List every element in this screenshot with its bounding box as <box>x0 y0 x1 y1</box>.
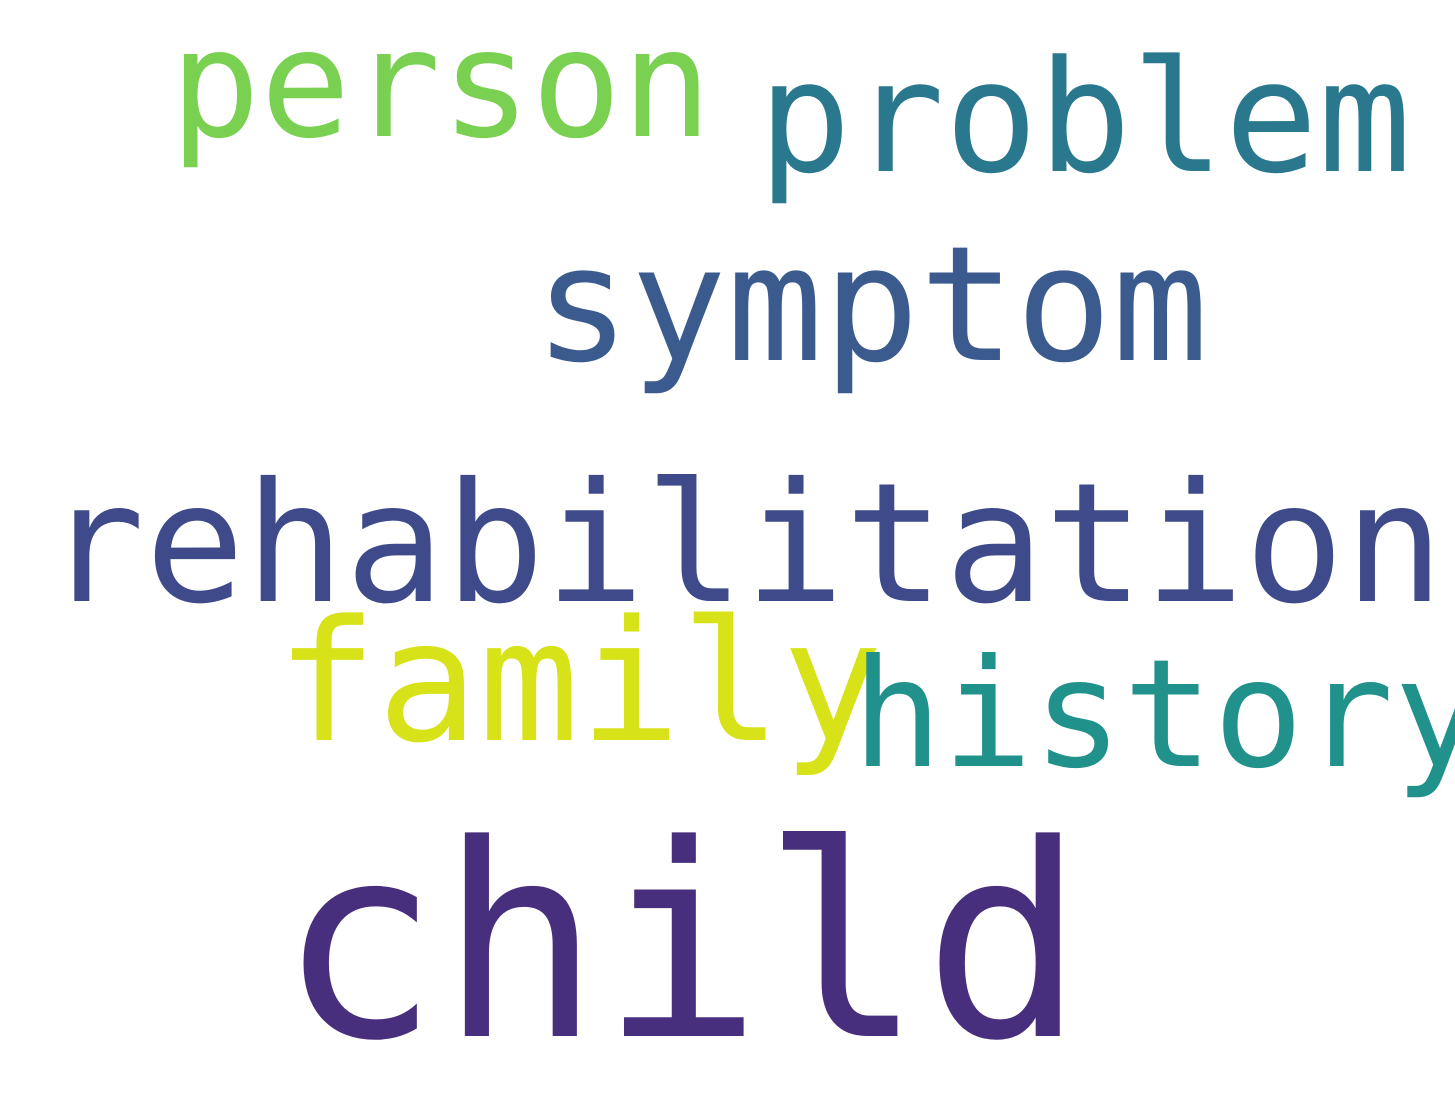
word-rehabilitation: rehabilitation <box>45 448 1445 641</box>
word-family: family <box>276 584 883 780</box>
word-person: person <box>170 0 712 172</box>
word-child: child <box>278 788 1085 1100</box>
word-history: history <box>852 628 1455 802</box>
word-problem: problem <box>758 27 1412 208</box>
word-symptom: symptom <box>534 211 1209 398</box>
